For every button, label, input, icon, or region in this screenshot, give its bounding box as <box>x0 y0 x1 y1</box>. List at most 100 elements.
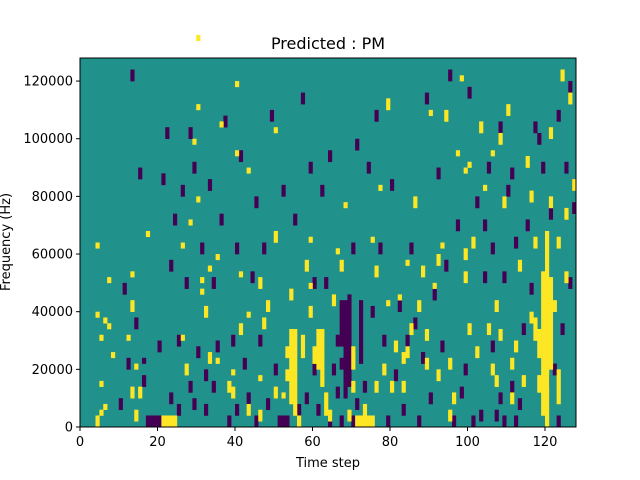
heatmap-cell-low <box>475 196 480 203</box>
heatmap-cell-high <box>258 375 263 382</box>
heatmap-cell-high <box>401 380 406 387</box>
heatmap-cell-low <box>269 109 275 116</box>
heatmap-cell-low <box>421 352 426 359</box>
heatmap-cell-high <box>452 398 457 405</box>
heatmap-cell-high <box>541 363 546 370</box>
heatmap-cell-high <box>370 421 375 428</box>
heatmap-cell-high <box>312 352 317 359</box>
heatmap-cell-high <box>545 288 550 295</box>
heatmap-cell-high <box>510 357 515 364</box>
heatmap-cell-low <box>506 184 511 191</box>
heatmap-cell-high <box>262 317 267 324</box>
heatmap-cell-low <box>254 415 259 422</box>
heatmap-cell-high <box>285 375 290 382</box>
heatmap-cell-high <box>556 242 561 249</box>
heatmap-cell-high <box>320 346 325 353</box>
heatmap-cell-high <box>545 305 550 312</box>
heatmap-cell-high <box>134 363 139 370</box>
heatmap-cell-low <box>378 248 383 255</box>
heatmap-cell-low <box>359 317 364 324</box>
heatmap-cell-high <box>541 352 546 359</box>
heatmap-cell-low <box>390 184 395 191</box>
heatmap-cell-low <box>409 248 414 255</box>
plot-frame <box>79 57 577 428</box>
heatmap-cell-high <box>169 415 174 422</box>
heatmap-cell-low <box>169 265 174 272</box>
heatmap-cell-high <box>359 415 364 422</box>
heatmap-cell-low <box>157 340 162 347</box>
heatmap-cell-high <box>529 196 534 203</box>
heatmap-cell-high <box>564 271 569 278</box>
heatmap-cell-high <box>200 277 205 284</box>
heatmap-cell-high <box>227 386 232 393</box>
heatmap-cell-low <box>343 317 348 324</box>
heatmap-cell-high <box>494 375 499 382</box>
heatmap-cell-low <box>428 392 433 399</box>
heatmap-cell-low <box>483 225 488 232</box>
heatmap-cell-high <box>463 248 468 255</box>
heatmap-cell-low <box>490 242 495 249</box>
heatmap-cell-low <box>548 213 554 220</box>
heatmap-cell-low <box>556 115 561 122</box>
heatmap-cell-high <box>215 254 220 261</box>
heatmap-cell-high <box>289 334 294 341</box>
heatmap-cell-low <box>475 202 480 209</box>
heatmap-cell-high <box>300 352 306 359</box>
heatmap-cell-high <box>545 265 550 272</box>
heatmap-cell-low <box>343 346 348 353</box>
heatmap-cell-high <box>548 352 554 359</box>
heatmap-cell-low <box>444 259 449 266</box>
heatmap-cell-low <box>142 380 147 387</box>
heatmap-cell-low <box>517 403 523 411</box>
heatmap-cell-low <box>510 167 515 174</box>
heatmap-cell-high <box>238 323 244 330</box>
heatmap-cell-low <box>560 323 565 330</box>
heatmap-cell-high <box>235 81 240 88</box>
heatmap-cell-low <box>568 282 573 289</box>
heatmap-cell-low <box>351 415 356 422</box>
y-axis-label: Frequency (Hz) <box>0 193 14 291</box>
y-tick-label: 80000 <box>32 190 73 205</box>
heatmap-cell-high <box>413 196 418 203</box>
heatmap-cell-low <box>188 380 193 387</box>
heatmap-cell-high <box>351 386 356 393</box>
heatmap-cell-high <box>386 98 391 105</box>
heatmap-cell-high <box>545 380 550 387</box>
heatmap-cell-high <box>320 369 325 376</box>
heatmap-cell-low <box>331 369 337 376</box>
heatmap-cell-high <box>374 265 379 272</box>
heatmap-cell-high <box>502 202 507 209</box>
heatmap-cell-high <box>541 311 546 318</box>
heatmap-cell-high <box>370 236 375 243</box>
heatmap-cell-high <box>545 357 550 364</box>
heatmap-cell-low <box>498 127 503 134</box>
heatmap-cell-low <box>339 305 344 312</box>
heatmap-cell-high <box>351 380 356 387</box>
y-tick-label: 40000 <box>32 305 73 320</box>
heatmap-cell-high <box>541 317 546 324</box>
heatmap-cell-low <box>355 403 360 411</box>
heatmap-cell-high <box>556 380 561 387</box>
heatmap-cell-high <box>525 161 530 168</box>
heatmap-cell-high <box>448 409 453 416</box>
heatmap-cell-low <box>238 150 244 157</box>
heatmap-cell-high <box>545 386 550 393</box>
heatmap-cell-high <box>293 403 298 411</box>
heatmap-cell-high <box>130 305 135 312</box>
heatmap-cell-high <box>548 196 554 203</box>
heatmap-cell-low <box>490 248 495 255</box>
heatmap-cell-low <box>483 219 488 226</box>
heatmap-cell-high <box>258 409 263 416</box>
heatmap-cell-low <box>207 184 213 191</box>
heatmap-cell-low <box>572 207 577 214</box>
heatmap-cell-low <box>347 340 352 347</box>
heatmap-cell-high <box>545 421 550 428</box>
heatmap-cell-high <box>99 334 104 341</box>
heatmap-cell-high <box>362 421 368 428</box>
heatmap-cell-low <box>343 380 348 387</box>
heatmap-cell-high <box>238 271 244 278</box>
heatmap-cell-low <box>355 144 360 151</box>
heatmap-cell-low <box>153 415 158 422</box>
heatmap-cell-low <box>568 277 573 284</box>
heatmap-cell-high <box>289 352 294 359</box>
